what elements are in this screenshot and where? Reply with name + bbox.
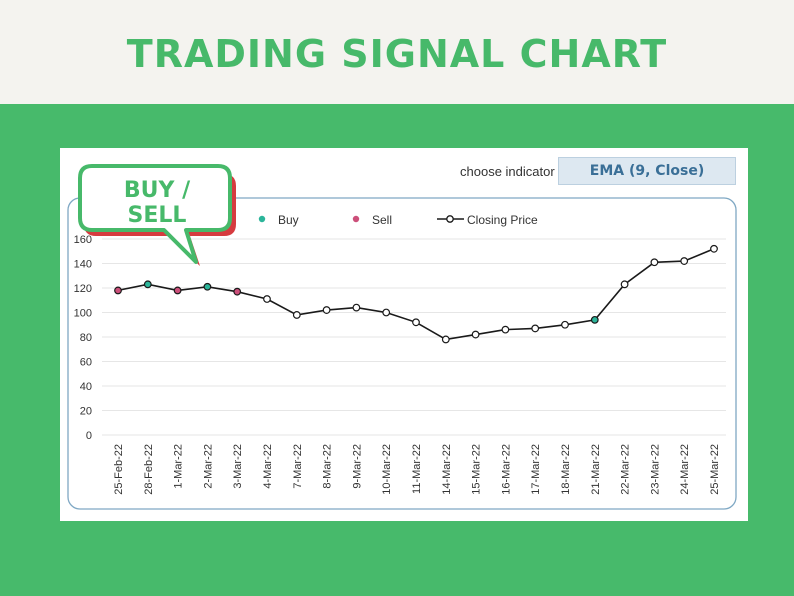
closing-price-point <box>531 324 540 333</box>
y-tick-label: 140 <box>74 259 92 271</box>
closing-price-point <box>471 330 480 339</box>
closing-price-point <box>322 306 331 314</box>
legend-closing-label: Closing Price <box>467 213 538 227</box>
closing-price-point <box>650 258 659 267</box>
x-tick-label: 16-Mar-22 <box>500 444 512 495</box>
buy-signal-point <box>143 280 152 289</box>
x-tick-label: 4-Mar-22 <box>262 444 274 489</box>
buy-sell-callout: BUY / SELL <box>78 164 236 266</box>
closing-price-point <box>620 280 629 289</box>
y-tick-label: 120 <box>74 283 92 295</box>
x-tick-label: 23-Mar-22 <box>649 444 661 495</box>
x-tick-label: 3-Mar-22 <box>232 444 244 489</box>
closing-price-point <box>412 318 420 327</box>
closing-price-point <box>501 325 510 334</box>
buy-signal-point <box>590 315 599 324</box>
y-axis: 0 20 40 60 80 100 120 140 160 <box>74 234 92 442</box>
buy-signal-point <box>203 282 212 291</box>
sell-signal-point <box>173 286 182 295</box>
sell-signal-point <box>114 286 122 295</box>
y-tick-label: 80 <box>80 332 92 344</box>
x-tick-label: 1-Mar-22 <box>173 444 185 489</box>
x-tick-label: 9-Mar-22 <box>351 444 363 489</box>
legend-sell-marker <box>352 215 360 223</box>
x-tick-label: 25-Feb-22 <box>113 444 125 495</box>
callout-bubble <box>78 164 232 264</box>
legend-buy-label: Buy <box>278 213 299 227</box>
page-title: TRADING SIGNAL CHART <box>126 32 668 76</box>
indicator-label: choose indicator <box>460 164 555 179</box>
x-tick-label: 8-Mar-22 <box>322 444 334 489</box>
closing-price-point <box>292 311 301 319</box>
closing-price-point <box>561 320 569 329</box>
x-tick-label: 14-Mar-22 <box>441 444 453 495</box>
callout-line-2: SELL <box>128 203 187 228</box>
x-axis: 25-Feb-22 28-Feb-22 1-Mar-22 2-Mar-22 3-Mar-… <box>113 444 721 495</box>
y-tick-label: 60 <box>80 357 92 369</box>
y-tick-label: 0 <box>86 430 92 442</box>
x-tick-label: 25-Mar-22 <box>709 444 721 495</box>
y-tick-label: 160 <box>74 234 92 246</box>
closing-price-point <box>441 335 450 344</box>
callout-line-1: BUY / <box>124 178 191 203</box>
x-tick-label: 7-Mar-22 <box>292 444 304 489</box>
y-tick-label: 100 <box>74 308 92 320</box>
x-tick-label: 15-Mar-22 <box>471 444 483 495</box>
header-banner: TRADING SIGNAL CHART <box>0 0 794 104</box>
closing-price-point <box>263 295 271 303</box>
x-tick-label: 2-Mar-22 <box>202 444 214 489</box>
x-tick-label: 28-Feb-22 <box>143 444 155 495</box>
sell-signal-point <box>233 287 242 296</box>
closing-price-point <box>710 244 718 253</box>
plot-frame <box>67 197 737 510</box>
x-tick-label: 11-Mar-22 <box>411 444 423 494</box>
grid-lines <box>102 238 726 436</box>
closing-price-point <box>352 303 361 312</box>
x-tick-label: 21-Mar-22 <box>590 444 602 495</box>
closing-price-point <box>680 257 689 265</box>
indicator-dropdown[interactable]: EMA (9, Close) <box>558 157 736 185</box>
legend-buy-marker <box>258 215 266 223</box>
x-tick-label: 24-Mar-22 <box>679 444 691 495</box>
x-tick-label: 22-Mar-22 <box>620 444 632 495</box>
x-tick-label: 18-Mar-22 <box>560 444 572 495</box>
x-tick-label: 17-Mar-22 <box>530 444 542 495</box>
y-tick-label: 20 <box>80 406 92 418</box>
legend-sell-label: Sell <box>372 213 392 227</box>
closing-price-point <box>382 308 391 317</box>
legend: Buy Sell Closing Price <box>258 213 538 227</box>
data-points <box>114 244 718 344</box>
y-tick-label: 40 <box>80 381 92 393</box>
legend-closing-marker <box>446 215 454 223</box>
x-tick-label: 10-Mar-22 <box>381 444 393 495</box>
